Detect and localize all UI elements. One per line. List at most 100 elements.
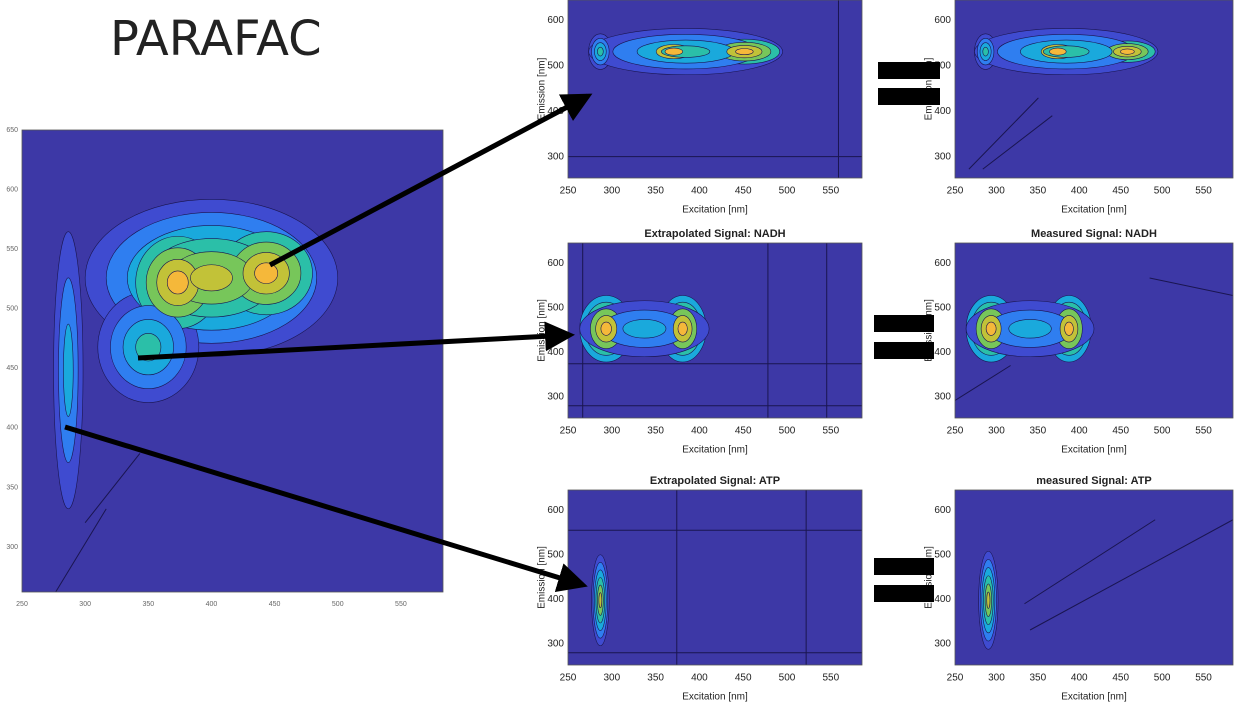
y-tick-label: 600: [934, 258, 951, 269]
x-tick-label: 450: [735, 426, 752, 437]
x-tick-label: 400: [206, 601, 218, 608]
contour-level: [600, 321, 612, 336]
contour-plot: [955, 243, 1233, 418]
contour-level: [254, 262, 279, 284]
plot-frame: [954, 0, 1234, 179]
contour-level: [1064, 321, 1074, 336]
equals-bar: [874, 342, 934, 359]
contour-level: [1008, 319, 1052, 339]
contour-plot: [568, 0, 862, 178]
contour-line: [955, 365, 1011, 401]
plot-frame: [21, 129, 444, 593]
panel-title: Measured Signal: NADH: [1031, 228, 1157, 240]
contour-level: [982, 46, 989, 57]
contour-level: [677, 321, 688, 336]
x-tick-label: 400: [691, 426, 708, 437]
plot-frame: [954, 489, 1234, 666]
x-tick-label: 300: [603, 186, 620, 197]
x-tick-label: 350: [1030, 426, 1047, 437]
x-tick-label: 400: [691, 673, 708, 684]
x-tick-label: 550: [1195, 186, 1212, 197]
x-tick-label: 250: [560, 186, 577, 197]
x-tick-label: 350: [142, 601, 154, 608]
x-axis-label: Excitation [nm]: [1061, 692, 1127, 703]
x-tick-label: 450: [735, 186, 752, 197]
x-tick-label: 400: [1071, 186, 1088, 197]
contour-plot: [568, 243, 862, 418]
x-axis-label: Excitation [nm]: [1061, 445, 1127, 456]
equals-bar: [874, 558, 934, 575]
plot-background: [955, 490, 1233, 665]
contour-line: [1024, 519, 1156, 605]
arrow: [64, 424, 588, 593]
y-tick-label: 500: [547, 549, 564, 560]
plot-background: [955, 0, 1233, 178]
contour-level: [986, 591, 991, 609]
y-tick-label: 500: [6, 306, 18, 313]
x-tick-label: 250: [560, 673, 577, 684]
x-tick-label: 450: [735, 673, 752, 684]
y-tick-label: 550: [6, 246, 18, 253]
y-tick-label: 500: [934, 61, 951, 72]
y-tick-label: 400: [547, 347, 564, 358]
x-tick-label: 550: [822, 426, 839, 437]
y-tick-label: 300: [547, 639, 564, 650]
contour-line: [55, 508, 107, 592]
y-tick-label: 350: [6, 484, 18, 491]
panel-title: Extrapolated Signal: NADH: [644, 228, 785, 240]
x-tick-label: 550: [822, 673, 839, 684]
x-tick-label: 300: [988, 426, 1005, 437]
x-tick-label: 500: [779, 186, 796, 197]
y-axis-label: Emission [nm]: [537, 299, 548, 362]
x-tick-label: 450: [1112, 186, 1129, 197]
x-tick-label: 350: [1030, 673, 1047, 684]
x-tick-label: 250: [560, 426, 577, 437]
y-tick-label: 600: [934, 505, 951, 516]
y-tick-label: 600: [934, 15, 951, 26]
y-tick-label: 500: [547, 302, 564, 313]
contour-level: [735, 48, 754, 56]
y-tick-label: 300: [6, 544, 18, 551]
contour-plot: [568, 490, 862, 665]
y-tick-label: 400: [934, 347, 951, 358]
y-axis-label: Emission [nm]: [537, 57, 548, 120]
y-tick-label: 400: [6, 425, 18, 432]
x-axis-label: Excitation [nm]: [682, 205, 748, 216]
y-tick-label: 300: [934, 151, 951, 162]
x-tick-label: 300: [79, 601, 91, 608]
y-tick-label: 600: [547, 258, 564, 269]
contour-line: [968, 97, 1039, 170]
contour-level: [664, 47, 683, 56]
plot-frame: [954, 242, 1234, 419]
contour-plot: [22, 130, 443, 592]
x-axis-label: Excitation [nm]: [1061, 205, 1127, 216]
x-tick-label: 300: [603, 426, 620, 437]
contour-level: [63, 323, 74, 417]
panel-title: Extrapolated Signal: ATP: [650, 475, 780, 487]
x-axis-label: Excitation [nm]: [682, 692, 748, 703]
y-tick-label: 300: [934, 639, 951, 650]
plot-background: [568, 490, 862, 665]
y-tick-label: 500: [934, 302, 951, 313]
x-axis-label: Excitation [nm]: [682, 445, 748, 456]
contour-level: [135, 332, 162, 362]
x-tick-label: 350: [647, 426, 664, 437]
contour-plot: [955, 490, 1233, 665]
equals-bar: [874, 585, 934, 602]
x-tick-label: 550: [1195, 673, 1212, 684]
contour-level: [597, 46, 604, 57]
contour-level: [985, 321, 997, 336]
contour-line: [1029, 519, 1233, 631]
x-tick-label: 400: [1071, 426, 1088, 437]
plot-background: [568, 0, 862, 178]
slide-title: PARAFAC: [110, 11, 322, 67]
y-tick-label: 300: [547, 151, 564, 162]
x-tick-label: 300: [988, 673, 1005, 684]
y-tick-label: 400: [547, 594, 564, 605]
arrow: [268, 93, 593, 268]
x-tick-label: 450: [1112, 426, 1129, 437]
x-tick-label: 550: [395, 601, 407, 608]
contour-plot: [955, 0, 1233, 178]
x-tick-label: 500: [779, 426, 796, 437]
equals-bar: [878, 88, 940, 105]
